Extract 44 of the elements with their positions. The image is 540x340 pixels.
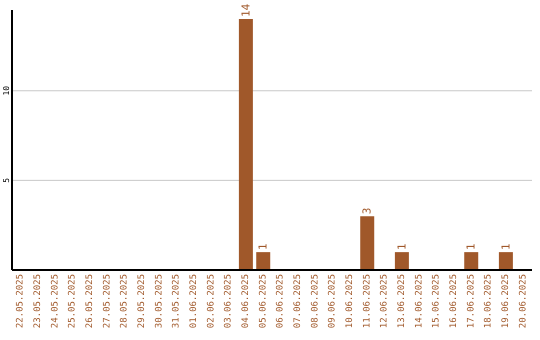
- x-tick-label: 06.06.2025: [276, 274, 286, 328]
- bar: [360, 216, 374, 270]
- x-tick-label: 25.05.2025: [68, 274, 78, 328]
- x-tick-label: 05.06.2025: [258, 274, 268, 328]
- x-tick-label: 17.06.2025: [466, 274, 476, 328]
- x-tick-label: 28.05.2025: [120, 274, 130, 328]
- x-tick-label: 14.06.2025: [414, 274, 424, 328]
- x-tick-label: 04.06.2025: [241, 274, 251, 328]
- y-tick-label: 5: [2, 178, 11, 183]
- x-tick-label: 23.05.2025: [33, 274, 43, 328]
- x-tick-label: 22.05.2025: [16, 274, 26, 328]
- x-tick-label: 10.06.2025: [345, 274, 355, 328]
- x-tick-label: 08.06.2025: [310, 274, 320, 328]
- x-tick-label: 20.06.2025: [518, 274, 528, 328]
- x-tick-label: 18.06.2025: [484, 274, 494, 328]
- x-tick-label: 03.06.2025: [224, 274, 234, 328]
- x-tick-label: 07.06.2025: [293, 274, 303, 328]
- x-tick-label: 30.05.2025: [154, 274, 164, 328]
- data-label: 1: [256, 243, 270, 250]
- x-tick-label: 24.05.2025: [50, 274, 60, 328]
- x-tick-label: 16.06.2025: [449, 274, 459, 328]
- data-label: 3: [360, 208, 374, 214]
- x-tick-label: 09.06.2025: [328, 274, 338, 328]
- x-tick-label: 13.06.2025: [397, 274, 407, 328]
- x-tick-label: 15.06.2025: [432, 274, 442, 328]
- x-tick-label: 11.06.2025: [362, 274, 372, 328]
- data-label: 1: [395, 243, 408, 250]
- bar: [256, 252, 270, 270]
- bar: [394, 252, 409, 270]
- x-tick-label: 31.05.2025: [172, 274, 182, 328]
- x-tick-label: 27.05.2025: [102, 274, 112, 328]
- x-tick-label: 12.06.2025: [380, 274, 390, 328]
- x-tick-label: 26.05.2025: [85, 274, 95, 328]
- x-tick-label: 29.05.2025: [137, 274, 147, 328]
- data-label: 14: [239, 3, 252, 17]
- x-tick-label: 19.06.2025: [501, 274, 511, 328]
- bar: [238, 18, 253, 270]
- data-label: 1: [499, 243, 512, 250]
- x-tick-label: 02.06.2025: [206, 274, 216, 328]
- y-tick-label: 10: [2, 86, 11, 96]
- x-tick-label: 01.06.2025: [189, 274, 199, 328]
- bar: [498, 252, 513, 270]
- bar: [464, 252, 478, 270]
- data-label: 1: [464, 243, 478, 250]
